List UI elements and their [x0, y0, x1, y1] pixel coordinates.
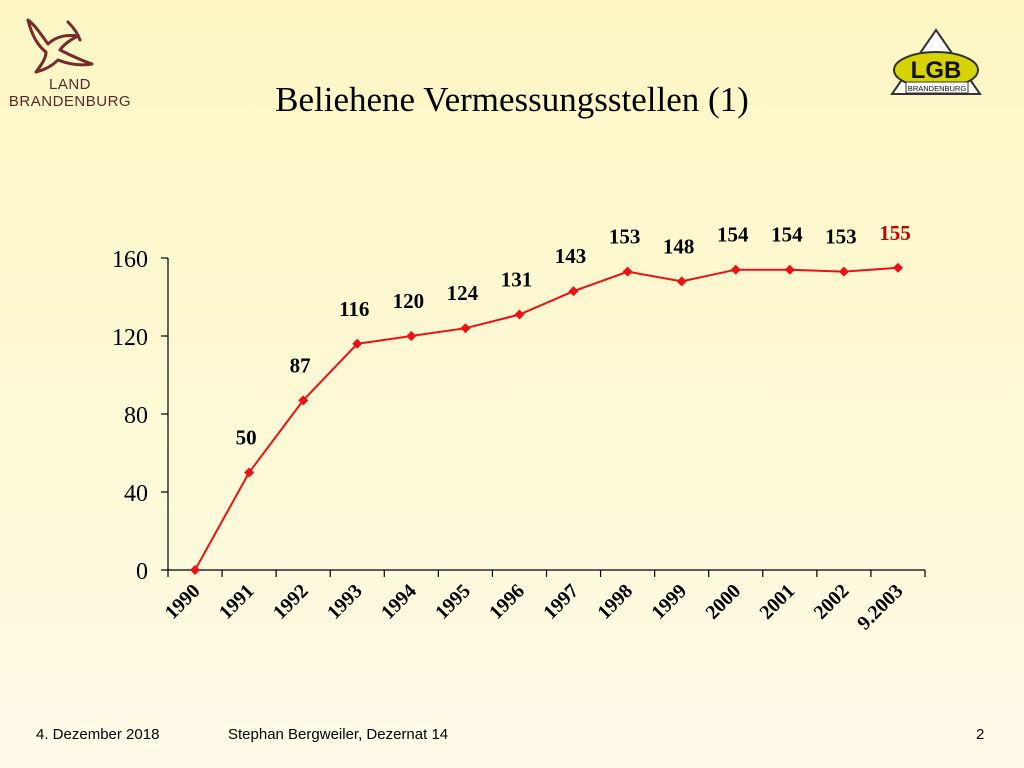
data-point	[244, 467, 255, 478]
y-tick-label: 160	[112, 247, 148, 273]
footer-date: 4. Dezember 2018	[36, 726, 160, 743]
data-point	[892, 262, 903, 273]
data-point	[568, 286, 579, 297]
data-label: 131	[501, 268, 533, 292]
logo-left-line2: BRANDENBURG	[8, 93, 132, 110]
data-point	[298, 395, 309, 406]
data-point	[838, 266, 849, 277]
data-label: 124	[447, 281, 479, 305]
data-label: 155	[879, 221, 911, 245]
data-point	[676, 276, 687, 287]
x-tick-label: 2001	[756, 580, 800, 624]
y-tick-label: 0	[136, 559, 148, 585]
x-tick-label: 2002	[810, 580, 854, 624]
data-point	[622, 266, 633, 277]
data-point	[352, 338, 363, 349]
x-tick-label: 1994	[377, 580, 421, 624]
land-brandenburg-logo: LAND BRANDENBURG	[8, 14, 132, 114]
lgb-logo-main: LGB	[911, 57, 962, 84]
footer-author: Stephan Bergweiler, Dezernat 14	[228, 726, 449, 743]
lgb-triangle-icon: LGB BRANDENBURG	[890, 28, 982, 95]
x-tick-label: 1997	[539, 580, 583, 624]
data-label: 153	[609, 225, 641, 249]
page-number: 2	[976, 726, 985, 743]
data-point	[190, 565, 201, 575]
data-point	[784, 264, 795, 275]
y-tick-label: 120	[112, 325, 148, 351]
data-point	[406, 331, 417, 341]
data-label: 50	[236, 426, 257, 450]
lgb-logo: LGB BRANDENBURG	[890, 28, 982, 100]
eagle-icon	[26, 18, 94, 74]
x-tick-label: 1996	[485, 580, 529, 624]
x-tick-label: 1995	[431, 580, 475, 624]
data-point	[514, 309, 525, 320]
data-label: 153	[825, 225, 857, 249]
x-tick-label: 1990	[161, 580, 205, 624]
data-label: 120	[393, 289, 425, 313]
data-label: 154	[771, 223, 803, 247]
x-tick-label: 1998	[593, 580, 637, 624]
lgb-logo-sub: BRANDENBURG	[908, 84, 967, 93]
logo-left-line1: LAND	[48, 76, 91, 93]
data-label: 154	[717, 223, 749, 247]
data-label: 148	[663, 234, 695, 258]
x-tick-label: 1991	[215, 580, 259, 624]
x-tick-label: 1999	[647, 580, 691, 624]
x-tick-label: 2000	[701, 580, 745, 624]
data-label: 116	[339, 297, 369, 321]
y-tick-label: 80	[124, 403, 148, 429]
x-tick-label: 1992	[269, 580, 313, 624]
x-tick-label: 9.2003	[853, 580, 907, 634]
x-tick-label: 1993	[323, 580, 367, 624]
y-tick-label: 40	[124, 481, 148, 507]
data-label: 143	[555, 244, 587, 268]
series-line	[194, 266, 899, 571]
page-title: Beliehene Vermessungsstellen (1)	[275, 80, 749, 119]
data-label: 87	[290, 353, 311, 377]
data-point	[730, 264, 741, 275]
data-point	[460, 323, 471, 334]
